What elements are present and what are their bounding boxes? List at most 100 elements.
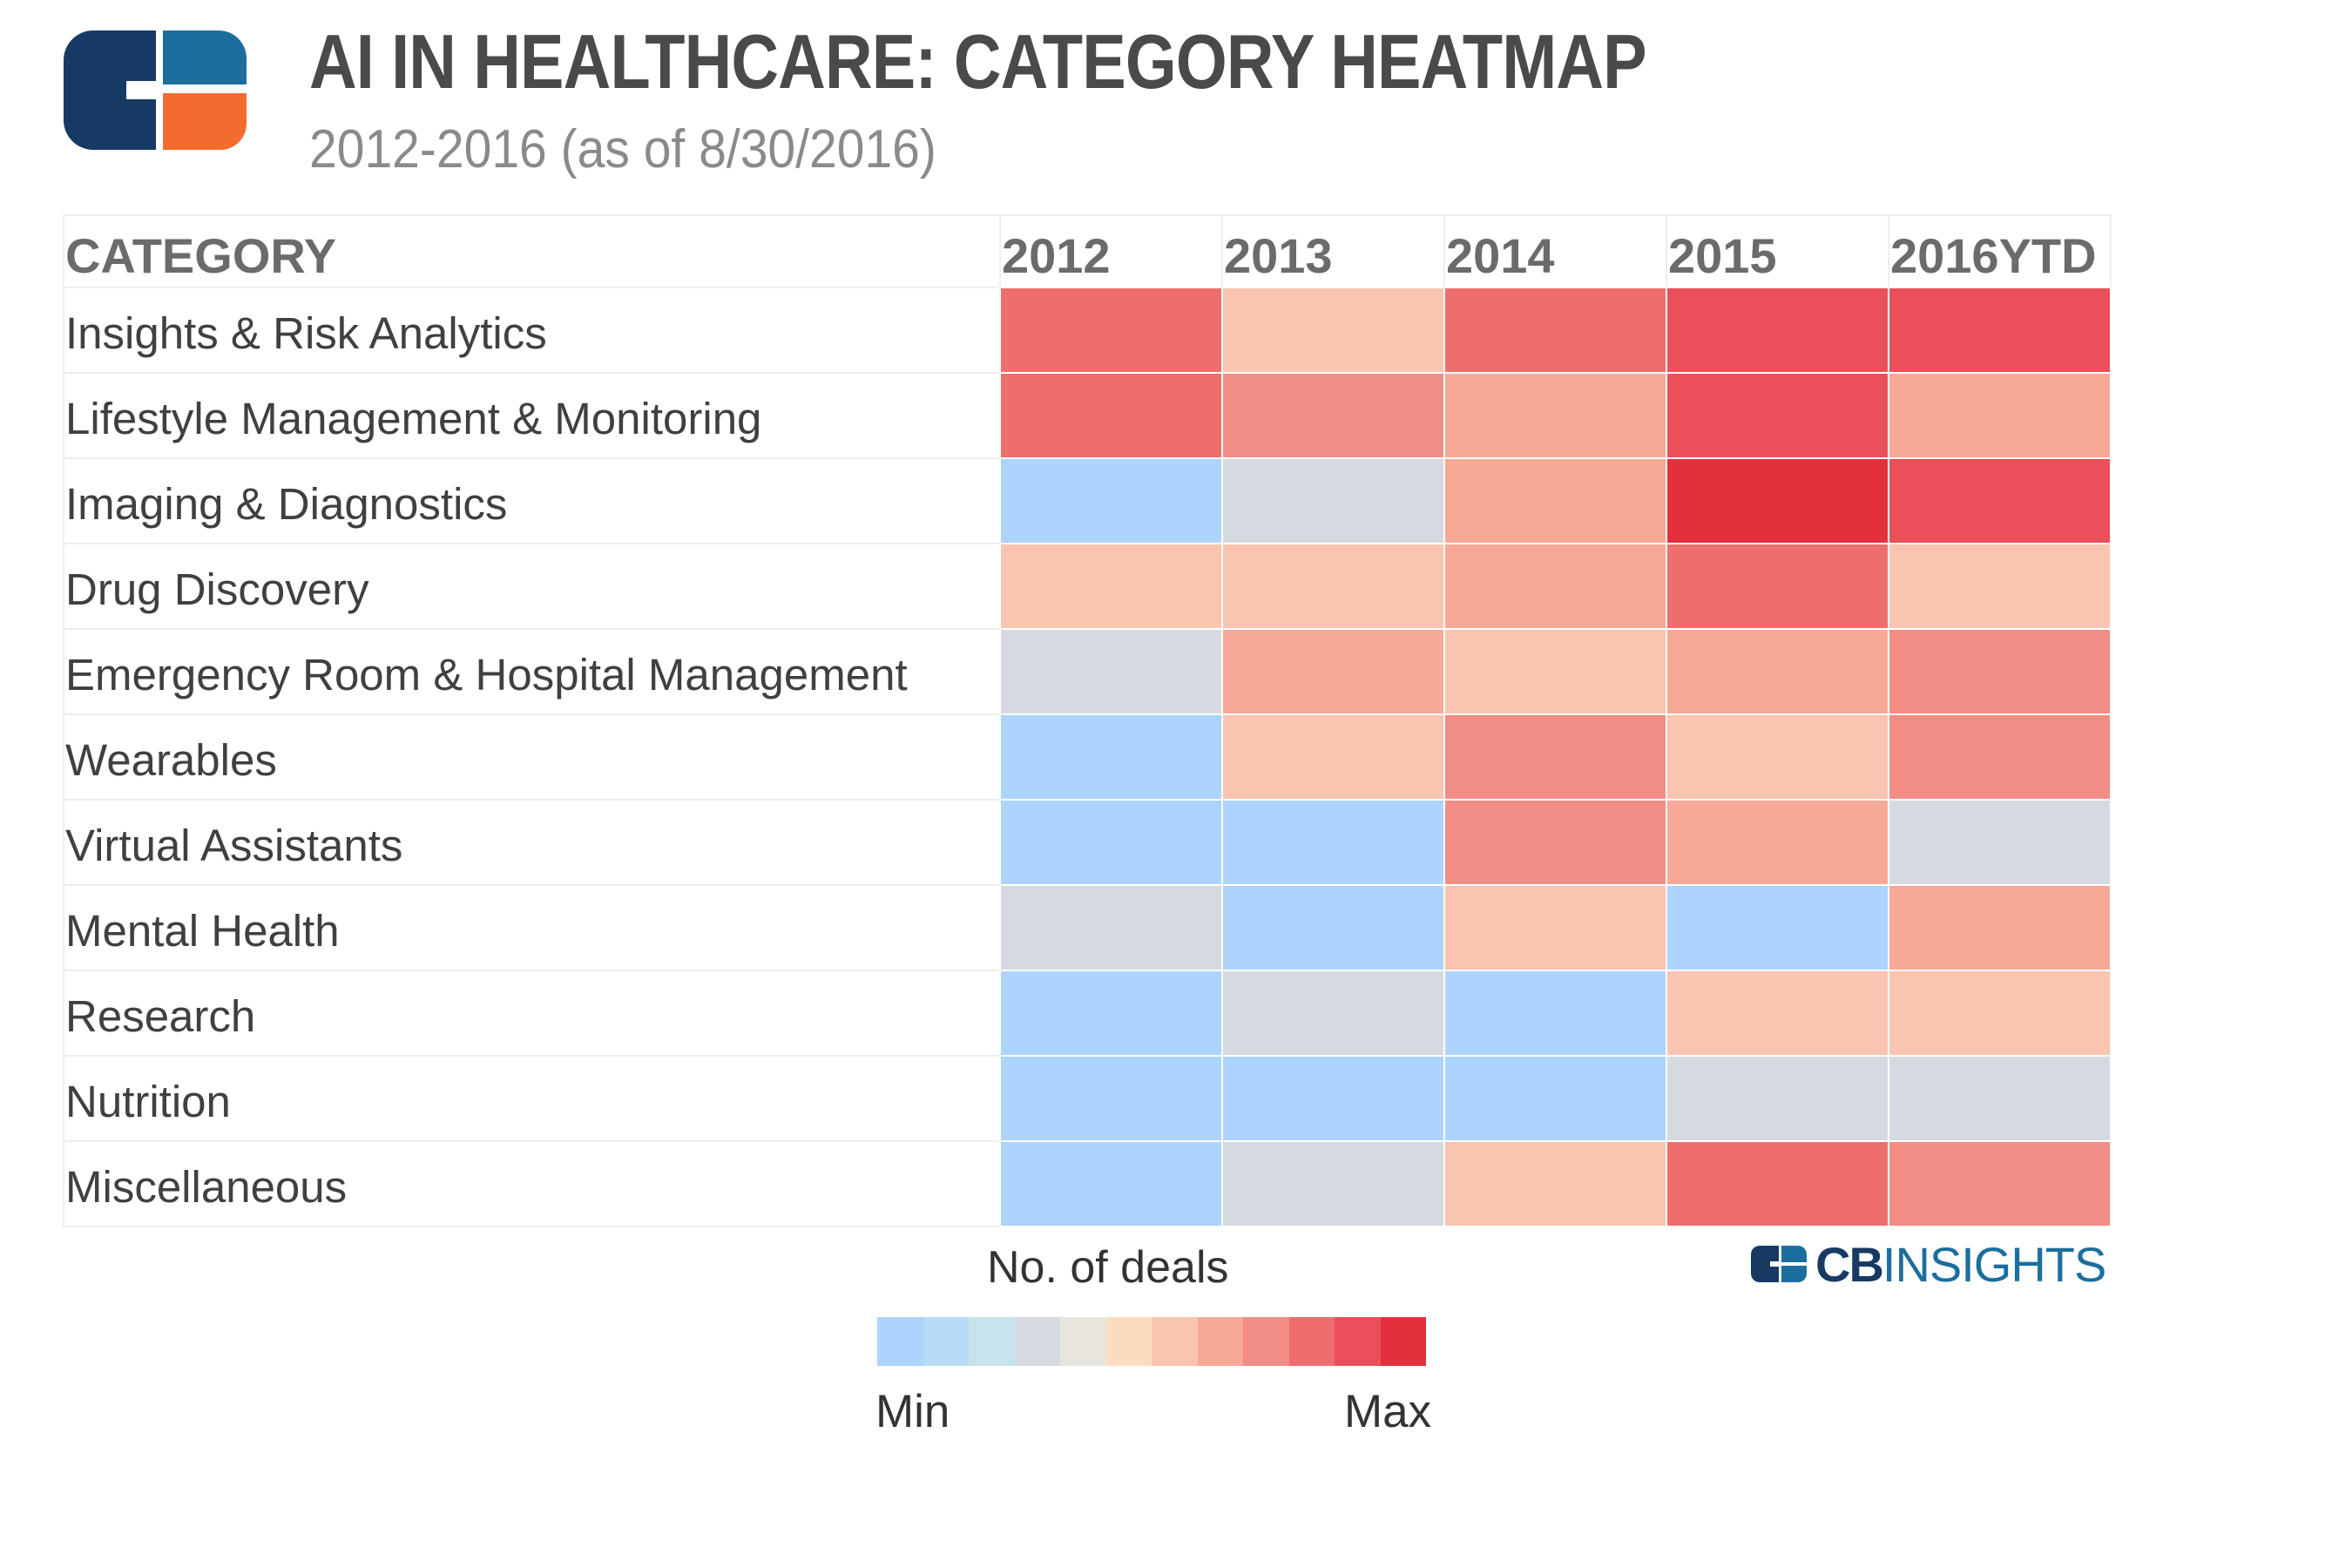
heatmap-cell bbox=[1443, 543, 1667, 630]
heatmap-cell bbox=[1888, 1055, 2112, 1142]
heatmap-cell bbox=[1443, 713, 1667, 801]
brand-name-bold: CB bbox=[1815, 1236, 1884, 1292]
heatmap-cell bbox=[1666, 884, 1889, 971]
column-header-2014: 2014 bbox=[1446, 228, 1555, 283]
legend-swatch bbox=[1197, 1317, 1243, 1366]
legend-swatch bbox=[1105, 1317, 1152, 1366]
heatmap-cell bbox=[1221, 287, 1445, 374]
row-label: Miscellaneous bbox=[65, 1162, 347, 1212]
heatmap-cell bbox=[1221, 713, 1445, 801]
row-label-cell bbox=[63, 713, 1001, 801]
brand-name-light: INSIGHTS bbox=[1882, 1236, 2106, 1292]
heatmap-cell bbox=[1443, 799, 1667, 886]
row-label: Wearables bbox=[65, 735, 277, 785]
heatmap-cell bbox=[999, 799, 1223, 886]
row-label: Insights & Risk Analytics bbox=[65, 308, 547, 358]
cb-insights-mark-icon bbox=[1751, 1246, 1807, 1282]
heatmap-cell bbox=[1888, 799, 2112, 886]
row-label: Research bbox=[65, 991, 255, 1041]
heatmap-cell bbox=[999, 628, 1223, 715]
legend-swatch bbox=[877, 1317, 923, 1366]
heatmap-cell bbox=[999, 457, 1223, 544]
chart-title: AI IN HEALTHCARE: CATEGORY HEATMAP bbox=[309, 18, 1647, 105]
row-label-cell bbox=[63, 1055, 1001, 1142]
header-row bbox=[63, 214, 2112, 288]
heatmap-cell bbox=[999, 713, 1223, 801]
heatmap-cell bbox=[1443, 970, 1667, 1057]
heatmap-cell bbox=[1888, 628, 2112, 715]
heatmap-cell bbox=[1221, 372, 1445, 459]
row-label-cell bbox=[63, 970, 1001, 1057]
heatmap-cell bbox=[999, 1055, 1223, 1142]
heatmap-cell bbox=[1666, 457, 1889, 544]
legend-max-label: Max bbox=[1344, 1386, 1432, 1437]
heatmap-cell bbox=[1443, 1140, 1667, 1227]
column-header-2016ytd: 2016YTD bbox=[1890, 228, 2097, 283]
heatmap-cell bbox=[999, 970, 1223, 1057]
legend-swatch bbox=[1060, 1317, 1106, 1366]
row-label-cell bbox=[63, 457, 1001, 544]
heatmap-cell bbox=[1443, 884, 1667, 971]
heatmap-cell bbox=[999, 372, 1223, 459]
heatmap-cell bbox=[1666, 1055, 1889, 1142]
legend-swatch bbox=[1335, 1317, 1381, 1366]
legend-title: No. of deals bbox=[987, 1242, 1229, 1293]
legend-swatch bbox=[1152, 1317, 1198, 1366]
legend-swatch bbox=[1288, 1317, 1335, 1366]
heatmap-cell bbox=[999, 1140, 1223, 1227]
row-label: Lifestyle Management & Monitoring bbox=[65, 394, 761, 443]
heatmap-cell bbox=[1666, 372, 1889, 459]
row-label: Imaging & Diagnostics bbox=[65, 479, 507, 529]
heatmap-cell bbox=[1221, 543, 1445, 630]
heatmap-cell bbox=[999, 287, 1223, 374]
column-header-category: CATEGORY bbox=[65, 228, 336, 283]
heatmap-cell bbox=[1666, 1140, 1889, 1227]
legend-swatch bbox=[969, 1317, 1015, 1366]
legend-min-label: Min bbox=[875, 1386, 950, 1437]
row-label-cell bbox=[63, 1140, 1001, 1227]
chart-subtitle: 2012-2016 (as of 8/30/2016) bbox=[309, 119, 936, 179]
heatmap-cell bbox=[1888, 457, 2112, 544]
row-label: Nutrition bbox=[65, 1077, 231, 1126]
heatmap-cell bbox=[1221, 1055, 1445, 1142]
row-label-cell bbox=[63, 628, 1001, 715]
heatmap-cell bbox=[1221, 628, 1445, 715]
row-label-cell bbox=[63, 543, 1001, 630]
heatmap-chart: CATEGORY 2012 2013 2014 2015 2016YTD Insights … bbox=[63, 214, 2112, 1227]
heatmap-cell bbox=[1443, 287, 1667, 374]
column-header-2015: 2015 bbox=[1668, 228, 1777, 283]
heatmap-cell bbox=[1666, 799, 1889, 886]
heatmap-cell bbox=[1666, 628, 1889, 715]
heatmap-cell bbox=[1221, 457, 1445, 544]
legend-swatch bbox=[1014, 1317, 1060, 1366]
heatmap-cell bbox=[1888, 543, 2112, 630]
heatmap-cell bbox=[1221, 799, 1445, 886]
heatmap-cell bbox=[999, 884, 1223, 971]
heatmap-cell bbox=[1443, 457, 1667, 544]
legend-swatch bbox=[1243, 1317, 1289, 1366]
heatmap-cell bbox=[1221, 884, 1445, 971]
heatmap-cell bbox=[1888, 713, 2112, 801]
legend-swatch bbox=[1380, 1317, 1426, 1366]
heatmap-cell bbox=[1443, 1055, 1667, 1142]
column-header-2013: 2013 bbox=[1224, 228, 1333, 283]
heatmap-cell bbox=[1666, 970, 1889, 1057]
heatmap-cell bbox=[1888, 287, 2112, 374]
heatmap-cell bbox=[1888, 372, 2112, 459]
heatmap-cell bbox=[1443, 372, 1667, 459]
heatmap-cell bbox=[1221, 970, 1445, 1057]
legend-swatch bbox=[923, 1317, 969, 1366]
heatmap-cell bbox=[1888, 970, 2112, 1057]
row-label: Emergency Room & Hospital Management bbox=[65, 650, 908, 700]
heatmap-cell bbox=[1221, 1140, 1445, 1227]
legend-color-scale bbox=[877, 1317, 1426, 1366]
column-header-2012: 2012 bbox=[1002, 228, 1111, 283]
heatmap-cell bbox=[1666, 543, 1889, 630]
row-label: Virtual Assistants bbox=[65, 821, 402, 870]
heatmap-cell bbox=[1888, 1140, 2112, 1227]
row-label-cell bbox=[63, 884, 1001, 971]
cb-insights-logo-icon bbox=[64, 30, 247, 150]
row-label: Mental Health bbox=[65, 906, 340, 956]
heatmap-cell bbox=[1888, 884, 2112, 971]
